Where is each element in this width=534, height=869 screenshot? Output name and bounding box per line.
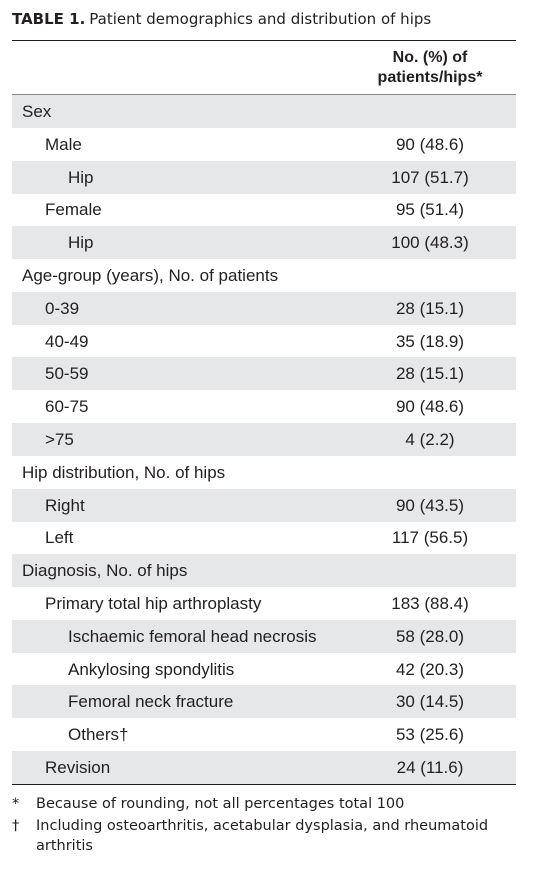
row-value: 183 (88.4) <box>391 594 469 613</box>
footnote-marker: † <box>12 817 20 834</box>
row-label: Right <box>45 495 85 515</box>
footnote-marker: * <box>12 795 20 812</box>
row-label: Hip <box>68 233 94 253</box>
table-number: TABLE 1. <box>12 10 86 28</box>
row-value: 42 (20.3) <box>395 659 465 679</box>
row-label: Hip <box>68 167 94 187</box>
row-value: 24 (11.6) <box>396 758 464 777</box>
table-row: Ischaemic femoral head necrosis 58 (28.0) <box>12 619 516 653</box>
row-value: 53 (25.6) <box>395 725 465 745</box>
table-row: Hip distribution, No. of hips <box>12 456 516 489</box>
table-row: Diagnosis, No. of hips <box>12 554 516 588</box>
table-row: 0-39 28 (15.1) <box>12 291 516 325</box>
table-row: Primary total hip arthroplasty 183 (88.4) <box>12 587 516 620</box>
table-row: Ankylosing spondylitis 42 (20.3) <box>12 653 516 686</box>
row-label: 60-75 <box>45 397 89 417</box>
row-label: Revision <box>45 758 111 777</box>
row-label: 50-59 <box>45 364 89 384</box>
footnote-text: Because of rounding, not all percentages… <box>36 795 405 812</box>
row-label: 40-49 <box>45 331 89 351</box>
row-value: 30 (14.5) <box>395 692 465 712</box>
table-row: Revision 24 (11.6) <box>12 751 516 784</box>
row-label: Femoral neck fracture <box>68 692 234 712</box>
table-row: Sex <box>12 95 516 128</box>
row-label: >75 <box>45 430 74 449</box>
table-row: Female 95 (51.4) <box>12 193 516 226</box>
row-label: Diagnosis, No. of hips <box>22 561 188 581</box>
row-value: 35 (18.9) <box>395 331 465 351</box>
row-label: Female <box>45 200 102 220</box>
row-value: 100 (48.3) <box>391 233 469 253</box>
table-row: Hip 100 (48.3) <box>12 226 516 260</box>
row-value: 28 (15.1) <box>395 298 465 318</box>
row-label: 0-39 <box>45 298 80 318</box>
footnote: * Because of rounding, not all percentage… <box>12 794 522 814</box>
row-value: 95 (51.4) <box>395 200 465 220</box>
row-label: Ischaemic femoral head necrosis <box>68 626 317 646</box>
row-value: 58 (28.0) <box>395 626 465 646</box>
table-row: Right 90 (43.5) <box>12 488 516 522</box>
table-row: Male 90 (48.6) <box>12 128 516 161</box>
table-row: 40-49 35 (18.9) <box>12 325 516 358</box>
table-row: 50-59 28 (15.1) <box>12 357 516 391</box>
table-row: Femoral neck fracture 30 (14.5) <box>12 685 516 719</box>
footnote-text: Including osteoarthritis, acetabular dys… <box>36 817 489 854</box>
row-value: 117 (56.5) <box>391 528 469 548</box>
row-label: Hip distribution, No. of hips <box>22 462 226 482</box>
column-header: No. (%) of patients/hips* <box>330 48 530 88</box>
row-value: 4 (2.2) <box>405 430 455 449</box>
header-line: No. (%) of <box>392 49 468 66</box>
table-title: TABLE 1. Patient demographics and distrib… <box>12 10 431 28</box>
row-label: Sex <box>22 102 52 121</box>
row-label: Left <box>45 528 74 548</box>
table-row: Others† 53 (25.6) <box>12 718 516 751</box>
table-row: Left 117 (56.5) <box>12 521 516 554</box>
row-label: Ankylosing spondylitis <box>68 659 235 679</box>
header-line: patients/hips* <box>377 69 483 86</box>
row-label: Primary total hip arthroplasty <box>45 594 262 613</box>
row-label: Age-group (years), No. of patients <box>22 266 279 285</box>
top-rule <box>12 40 516 41</box>
row-label: Male <box>45 134 82 154</box>
table-row: 60-75 90 (48.6) <box>12 390 516 423</box>
row-value: 90 (48.6) <box>395 134 465 154</box>
title-text: Patient demographics and distribution of… <box>89 10 432 28</box>
table-row: Hip 107 (51.7) <box>12 160 516 194</box>
header-rule <box>12 94 516 95</box>
row-value: 90 (43.5) <box>395 495 465 515</box>
row-value: 107 (51.7) <box>391 167 469 187</box>
bottom-rule <box>12 783 516 785</box>
row-value: 28 (15.1) <box>395 364 465 384</box>
table-row: >75 4 (2.2) <box>12 423 516 456</box>
table-row: Age-group (years), No. of patients <box>12 259 516 292</box>
row-value: 90 (48.6) <box>395 397 465 417</box>
row-label: Others† <box>68 725 129 745</box>
footnote: † Including osteoarthritis, acetabular dy… <box>12 816 522 856</box>
